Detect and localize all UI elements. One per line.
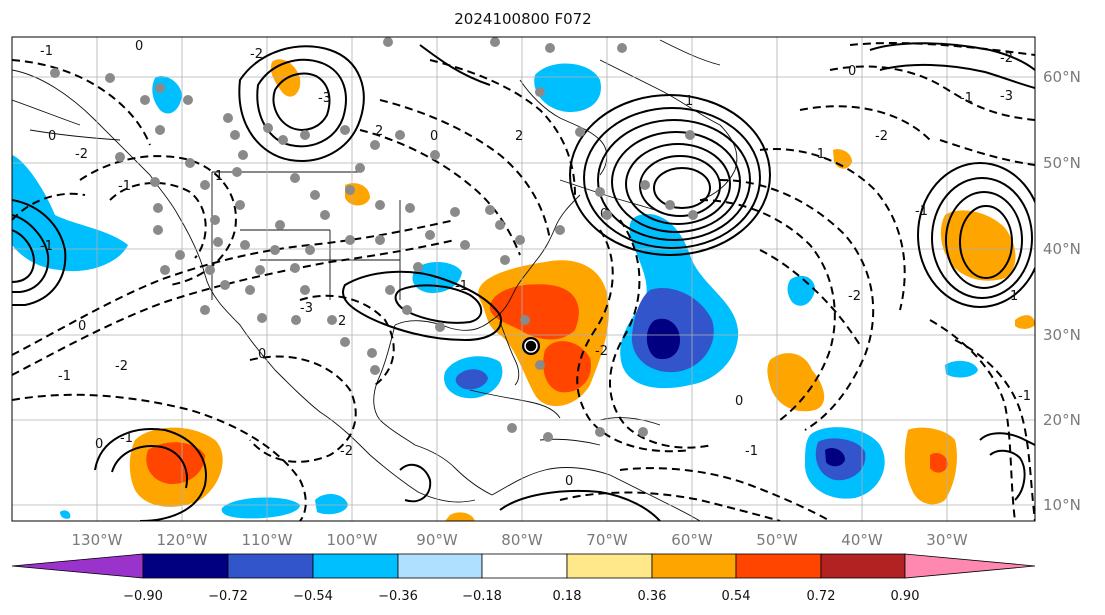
contour-label: -3 — [1000, 89, 1013, 104]
contour-label: 0 — [78, 319, 86, 334]
coastlines — [12, 39, 738, 521]
contour-label: -1 — [745, 444, 758, 459]
colorbar-swatch — [312, 553, 399, 579]
colorbar-label: 0.72 — [807, 589, 836, 604]
contour-label: -2 — [250, 47, 263, 62]
contour-label: -1 — [915, 204, 928, 219]
colorbar-swatch — [651, 553, 737, 579]
lat-label: 50°N — [1043, 154, 1081, 172]
contour-label: 2 — [375, 124, 383, 139]
colorbar-label: 0.90 — [891, 589, 920, 604]
contour-label: -2 — [75, 147, 88, 162]
station-markers — [50, 37, 698, 442]
colorbar-swatch — [11, 553, 144, 579]
contour-label: 1 — [215, 169, 223, 184]
contour-label: -1 — [455, 279, 468, 294]
colorbar-swatch — [397, 553, 483, 579]
lat-label: 10°N — [1043, 496, 1081, 514]
colorbar-swatch — [820, 553, 906, 579]
colorbar-label: −0.54 — [293, 589, 333, 604]
contour-label: 0 — [95, 437, 103, 452]
contour-label: -2 — [848, 289, 861, 304]
contour-label: 0 — [735, 394, 743, 409]
contour-label: -1 — [1018, 389, 1031, 404]
contour-label: -3 — [300, 301, 313, 316]
lat-label: 60°N — [1043, 68, 1081, 86]
contour-label: 2 — [338, 314, 346, 329]
colorbar-label: −0.72 — [208, 589, 248, 604]
contour-label: -1 — [812, 147, 825, 162]
colorbar-swatch — [904, 553, 1036, 579]
contour-label: 0 — [565, 474, 573, 489]
colorbar — [11, 553, 1036, 579]
lon-label: 80°W — [501, 531, 543, 549]
contour-label: -2 — [340, 444, 353, 459]
lat-label: 20°N — [1043, 411, 1081, 429]
colorbar-swatch — [566, 553, 653, 579]
contour-label: -3 — [318, 91, 331, 106]
contour-label: -2 — [115, 359, 128, 374]
lon-label: 130°W — [72, 531, 123, 549]
contour-labels: 0 -1 -2 -3 2 -1 -2 0 -1 1 0 -1 -2 -3 2 0… — [40, 39, 1031, 489]
contour-label: 1 — [1010, 289, 1018, 304]
colorbar-label: −0.90 — [123, 589, 163, 604]
graticule — [12, 37, 1035, 521]
lat-label: 30°N — [1043, 326, 1081, 344]
colorbar-label: 0.54 — [722, 589, 751, 604]
contour-label: -1 — [40, 44, 53, 59]
contour-label: 1 — [685, 94, 693, 109]
contour-label: -1 — [960, 91, 973, 106]
colorbar-label: −0.36 — [378, 589, 418, 604]
colorbar-label: 0.18 — [553, 589, 582, 604]
lon-label: 100°W — [327, 531, 378, 549]
contour-label: 0 — [135, 39, 143, 54]
lon-label: 60°W — [671, 531, 713, 549]
contour-label: -2 — [595, 344, 608, 359]
lon-label: 90°W — [416, 531, 458, 549]
colorbar-swatch — [142, 553, 229, 579]
lon-label: 30°W — [926, 531, 968, 549]
contour-label: -1 — [58, 369, 71, 384]
colorbar-labels: −0.90 −0.72 −0.54 −0.36 −0.18 0.18 0.36 … — [123, 589, 919, 604]
colorbar-label: 0.36 — [638, 589, 667, 604]
lat-label: 40°N — [1043, 240, 1081, 258]
longitude-labels: 130°W 120°W 110°W 100°W 90°W 80°W 70°W 6… — [72, 531, 968, 549]
lon-label: 40°W — [841, 531, 883, 549]
contour-label: 0 — [258, 347, 266, 362]
map-frame — [11, 36, 1036, 522]
contour-label: -2 — [1000, 51, 1013, 66]
contour-label: -1 — [120, 431, 133, 446]
lon-label: 120°W — [157, 531, 208, 549]
contour-label: 0 — [48, 129, 56, 144]
colorbar-swatch — [227, 553, 314, 579]
contour-label: 0 — [430, 129, 438, 144]
contour-label: 2 — [515, 129, 523, 144]
map-title: 2024100800 F072 — [454, 10, 592, 28]
contour-label: -1 — [118, 179, 131, 194]
lon-label: 50°W — [756, 531, 798, 549]
colorbar-swatch — [735, 553, 822, 579]
negative-contours — [12, 42, 1035, 521]
contour-label: -1 — [40, 239, 53, 254]
lon-label: 70°W — [586, 531, 628, 549]
storm-center-ring — [524, 339, 538, 353]
colorbar-label: −0.18 — [462, 589, 502, 604]
contour-label: 0 — [848, 64, 856, 79]
colorbar-swatch — [481, 553, 568, 579]
latitude-labels: 60°N 50°N 40°N 30°N 20°N 10°N — [1043, 68, 1081, 514]
positive-contours — [12, 42, 1035, 521]
lon-label: 110°W — [242, 531, 293, 549]
contour-label: -2 — [875, 129, 888, 144]
anomaly-shading — [12, 59, 1035, 521]
